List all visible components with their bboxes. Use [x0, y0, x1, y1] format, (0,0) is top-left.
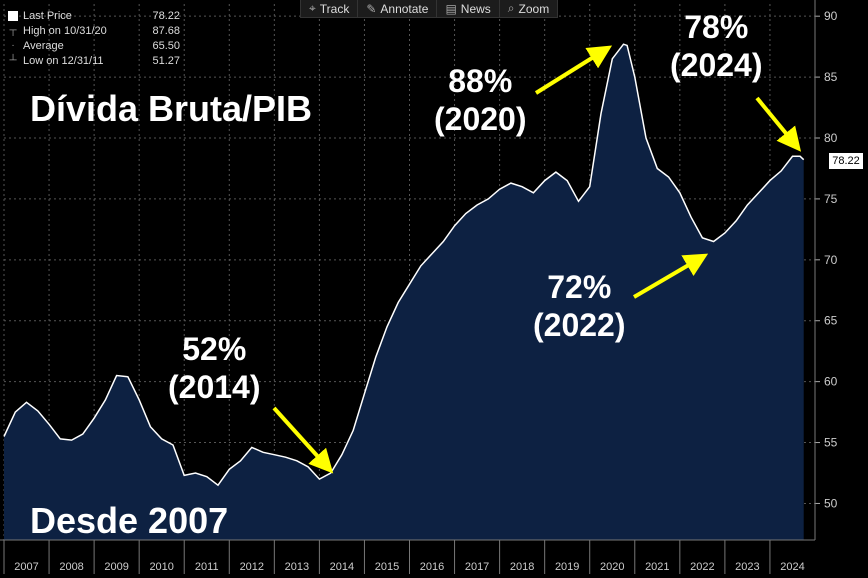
legend-high-label: High on 10/31/20	[23, 24, 107, 37]
track-label: Track	[319, 1, 350, 16]
x-tick-label: 2015	[375, 561, 399, 573]
high-marker-icon: ┬	[9, 25, 17, 36]
y-tick-label: 60	[824, 375, 838, 389]
annotation-2020: 88% (2020)	[434, 62, 527, 138]
x-tick-label: 2020	[600, 561, 624, 573]
x-tick-label: 2010	[149, 561, 173, 573]
news-label: News	[460, 1, 491, 16]
arrow-2022	[632, 253, 709, 299]
chart-subtitle: Desde 2007	[30, 500, 229, 541]
x-tick-label: 2024	[780, 561, 804, 573]
annotation-2014-value: 52%	[182, 331, 247, 367]
annotation-arrows	[272, 45, 802, 474]
x-tick-label: 2016	[420, 561, 444, 573]
legend-low: ┴ Low on 12/31/11 51.27	[8, 53, 180, 68]
annotation-2024: 78% (2024)	[670, 8, 763, 84]
y-tick-label: 80	[824, 131, 838, 145]
y-tick-label: 85	[824, 70, 838, 84]
arrow-2014	[272, 406, 334, 474]
x-tick-label: 2021	[645, 561, 669, 573]
y-tick-label: 65	[824, 314, 838, 328]
crosshair-icon: ⌖	[309, 1, 316, 15]
x-tick-label: 2007	[14, 561, 38, 573]
x-tick-label: 2013	[285, 561, 309, 573]
y-tick-label: 90	[824, 9, 838, 23]
x-tick-label: 2022	[690, 561, 714, 573]
x-tick-label: 2017	[465, 561, 489, 573]
newspaper-icon: ▤	[445, 1, 457, 16]
legend-last-price-label: Last Price	[23, 9, 72, 22]
annotate-button[interactable]: ✎ Annotate	[358, 0, 438, 17]
legend-high: ┬ High on 10/31/20 87.68	[8, 23, 180, 38]
y-tick-label: 70	[824, 253, 838, 267]
series-line	[3, 43, 805, 487]
annotation-2022-value: 72%	[547, 269, 612, 305]
low-marker-icon: ┴	[9, 55, 17, 66]
chart-title: Dívida Bruta/PIB	[30, 88, 313, 129]
news-button[interactable]: ▤ News	[437, 0, 500, 17]
track-button[interactable]: ⌖ Track	[301, 0, 359, 17]
annotation-2022: 72% (2022)	[533, 268, 626, 344]
legend-average: · Average 65.50	[8, 38, 180, 53]
x-tick-label: 2012	[240, 561, 264, 573]
annotation-2024-year: (2024)	[670, 47, 763, 83]
x-tick-label: 2023	[735, 561, 759, 573]
pencil-icon: ✎	[366, 1, 377, 16]
annotation-2024-value: 78%	[684, 9, 749, 45]
chart-toolbar: ⌖ Track ✎ Annotate ▤ News ⌕ Zoom	[300, 0, 559, 18]
zoom-button[interactable]: ⌕ Zoom	[500, 0, 557, 17]
y-tick-label: 50	[824, 496, 838, 510]
axes: 50 55 60 65 70 75 80 85 90 2007 2008 2009 2010 2011 20…	[0, 0, 838, 574]
white-swatch-icon	[8, 10, 18, 21]
last-value-tag: 78.22	[829, 153, 863, 169]
y-tick-label: 55	[824, 436, 838, 450]
average-marker-icon: ·	[11, 40, 15, 51]
annotate-label: Annotate	[380, 1, 429, 16]
zoom-label: Zoom	[518, 1, 550, 16]
x-tick-label: 2014	[330, 561, 354, 573]
legend-low-label: Low on 12/31/11	[23, 54, 104, 67]
annotation-2014-year: (2014)	[168, 369, 261, 405]
series-area-fill	[4, 44, 804, 540]
annotation-2020-year: (2020)	[434, 101, 527, 137]
magnifier-icon: ⌕	[507, 1, 515, 15]
annotation-2014: 52% (2014)	[168, 330, 261, 406]
annotation-2020-value: 88%	[448, 63, 513, 99]
x-tick-label: 2011	[195, 561, 219, 573]
x-tick-label: 2019	[555, 561, 579, 573]
y-tick-label: 75	[824, 192, 838, 206]
x-tick-label: 2009	[104, 561, 128, 573]
legend-last-price-value: 78.22	[152, 9, 180, 22]
legend-average-label: Average	[23, 39, 64, 52]
arrow-2024	[755, 96, 802, 152]
x-tick-label: 2018	[510, 561, 534, 573]
annotation-2022-year: (2022)	[533, 307, 626, 343]
legend-high-value: 87.68	[152, 24, 180, 37]
x-tick-label: 2008	[59, 561, 83, 573]
legend-average-value: 65.50	[152, 39, 180, 52]
legend-low-value: 51.27	[152, 54, 180, 67]
legend-last-price[interactable]: Last Price 78.22	[8, 8, 180, 23]
legend: Last Price 78.22 ┬ High on 10/31/20 87.68…	[8, 8, 180, 68]
arrow-2020	[534, 45, 613, 95]
